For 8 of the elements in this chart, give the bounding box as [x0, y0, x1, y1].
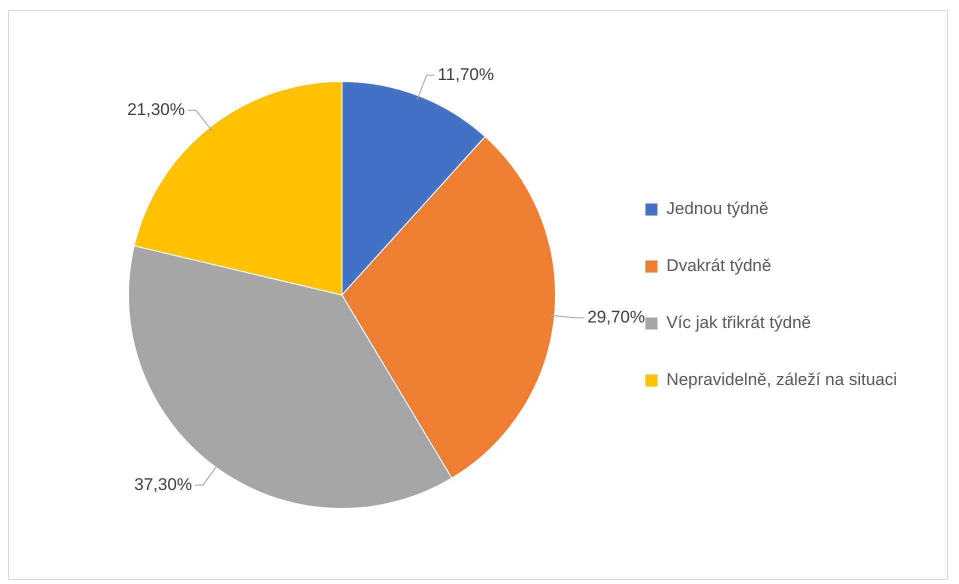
- legend-label: Dvakrát týdně: [666, 256, 772, 276]
- legend-label: Víc jak třikrát týdně: [666, 313, 811, 332]
- data-label: 37,30%: [134, 474, 192, 494]
- data-label: 29,70%: [587, 308, 646, 327]
- legend-label: Nepravidelně, záleží na situaci: [666, 370, 898, 390]
- data-label: 11,70%: [438, 64, 494, 84]
- data-label: 21,30%: [127, 100, 185, 119]
- legend-label: Jednou týdně: [666, 199, 769, 218]
